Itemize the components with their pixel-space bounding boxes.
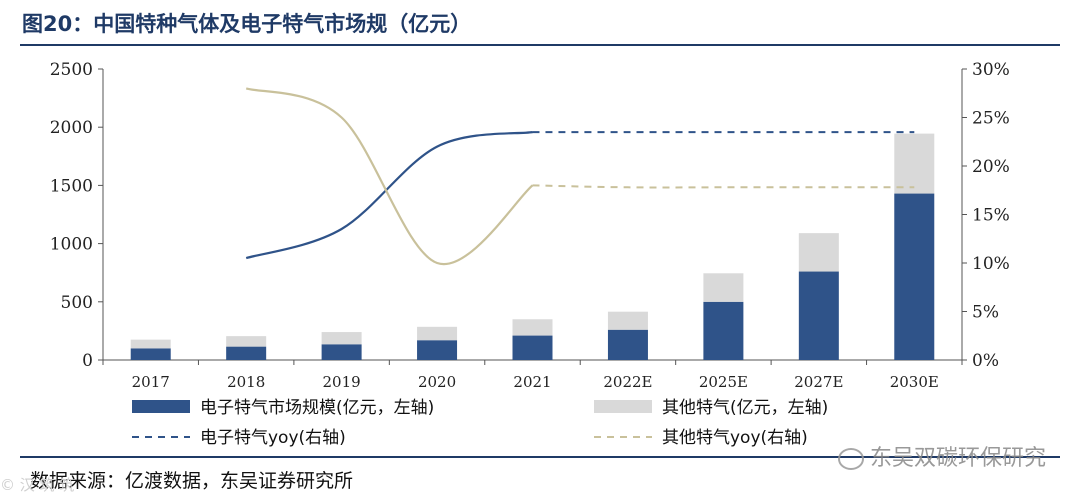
legend-item: 其他特气yoy(右轴) bbox=[594, 428, 808, 448]
bar-electronic-gas bbox=[703, 301, 744, 360]
x-tick-label: 2022E bbox=[603, 373, 652, 391]
legend-label: 电子特气yoy(右轴) bbox=[200, 428, 346, 448]
y-right-tick-label: 30% bbox=[972, 60, 1010, 80]
y-right-tick-label: 5% bbox=[972, 303, 999, 323]
bar-other-gas bbox=[321, 332, 362, 345]
legend-label: 电子特气市场规模(亿元，左轴) bbox=[200, 398, 434, 418]
watermark-text: 东吴双碳环保研究 bbox=[869, 446, 1046, 471]
bottom-rule bbox=[20, 456, 1060, 458]
bar-other-gas bbox=[798, 233, 839, 272]
bar-other-gas bbox=[417, 326, 458, 341]
x-tick-label: 2019 bbox=[323, 373, 361, 391]
y-right-tick-label: 20% bbox=[972, 157, 1010, 177]
bar-other-gas bbox=[226, 336, 267, 347]
legend-item: 电子特气yoy(右轴) bbox=[132, 428, 346, 448]
y-right-tick-label: 10% bbox=[972, 254, 1010, 274]
y-right-tick-label: 15% bbox=[972, 206, 1010, 226]
bar-electronic-gas bbox=[130, 348, 171, 360]
chart: 0 500 1000 1500 2000 2500 0% 5% 10% 15% 20% 25% 30% 2… bbox=[50, 60, 1010, 448]
legend-swatch bbox=[132, 400, 190, 413]
bar-electronic-gas bbox=[321, 344, 362, 360]
x-tick-label: 2017 bbox=[132, 373, 170, 391]
y-left-tick-label: 500 bbox=[61, 293, 93, 313]
y-right-tick-label: 25% bbox=[972, 109, 1010, 129]
x-tick-label: 2020 bbox=[418, 373, 456, 391]
legend-item: 其他特气(亿元，左轴) bbox=[594, 398, 828, 418]
bar-other-gas bbox=[703, 273, 744, 302]
bar-other-gas bbox=[512, 319, 553, 336]
bar-electronic-gas bbox=[226, 346, 267, 360]
legend-label: 其他特气(亿元，左轴) bbox=[662, 398, 828, 418]
top-rule bbox=[20, 44, 1060, 46]
source-note: 数据来源：亿渡数据，东吴证券研究所 bbox=[30, 470, 354, 492]
wechat-icon bbox=[837, 448, 864, 470]
legend-item: 电子特气市场规模(亿元，左轴) bbox=[132, 398, 434, 418]
figure-title: 图20：中国特种气体及电子特气市场规（亿元） bbox=[22, 12, 472, 36]
bar-electronic-gas bbox=[417, 340, 458, 360]
x-tick-label: 2021 bbox=[513, 373, 551, 391]
x-tick-label: 2025E bbox=[699, 373, 748, 391]
y-left-tick-label: 2000 bbox=[50, 118, 93, 138]
y-left-tick-label: 1500 bbox=[50, 176, 93, 196]
legend-label: 其他特气yoy(右轴) bbox=[662, 428, 808, 448]
bar-electronic-gas bbox=[512, 335, 553, 360]
y-left-tick-label: 2500 bbox=[50, 60, 93, 80]
bar-electronic-gas bbox=[894, 193, 935, 360]
bar-electronic-gas bbox=[607, 329, 648, 360]
y-left-tick-label: 0 bbox=[82, 351, 93, 371]
corner-mark: © 汉 筑 筑 bbox=[0, 476, 75, 494]
x-tick-label: 2030E bbox=[890, 373, 939, 391]
watermark: 东吴双碳环保研究 bbox=[837, 440, 1046, 472]
other-gas-yoy-line-solid bbox=[245, 87, 534, 266]
bar-other-gas bbox=[607, 311, 648, 330]
legend-swatch bbox=[594, 400, 652, 413]
bar-electronic-gas bbox=[798, 271, 839, 360]
x-tick-label: 2027E bbox=[794, 373, 843, 391]
y-right-tick-label: 0% bbox=[972, 351, 999, 371]
other-gas-yoy-line-dashed bbox=[532, 184, 915, 189]
bar-other-gas bbox=[894, 133, 935, 194]
bar-other-gas bbox=[130, 339, 171, 349]
x-tick-label: 2018 bbox=[227, 373, 265, 391]
y-left-tick-label: 1000 bbox=[50, 235, 93, 255]
